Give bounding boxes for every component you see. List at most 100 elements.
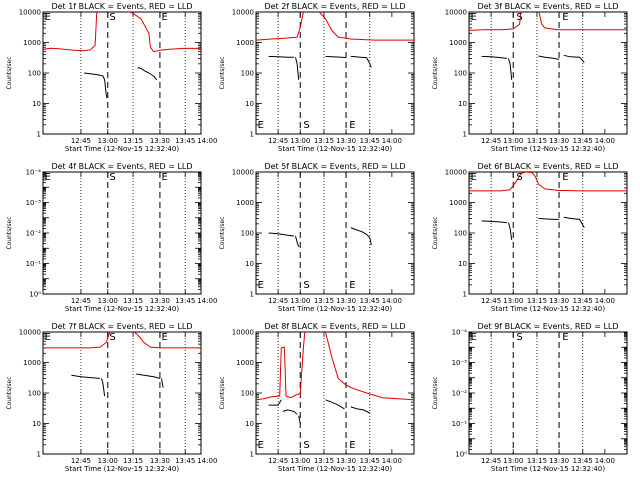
y-tick-label: 1000 xyxy=(236,199,254,207)
y-tick-label: 100 xyxy=(28,390,41,398)
detector-panel: Det 3f BLACK = Events, RED = LLD 1 10 100 10… xyxy=(432,2,628,153)
y-axis-label: Counts/sec xyxy=(6,216,13,249)
plot-frame xyxy=(468,171,628,295)
detector-panel: Det 7f BLACK = Events, RED = LLD 1 10 100 10… xyxy=(6,322,217,473)
event-marker-label: E xyxy=(471,332,477,343)
events-rate-line xyxy=(563,54,585,63)
panel-title: Det 4f BLACK = Events, RED = LLD xyxy=(51,162,192,171)
y-axis-label: Counts/sec xyxy=(6,376,13,409)
event-marker-label: E xyxy=(162,172,168,183)
x-tick-label: 14:00 xyxy=(197,297,217,305)
y-tick-label: 10000 xyxy=(232,9,254,17)
y-tick-label: 100 xyxy=(28,70,41,78)
events-rate-line xyxy=(350,55,372,68)
x-tick-label: 14:00 xyxy=(197,457,217,465)
event-marker-label: S xyxy=(109,332,115,343)
events-rate-line xyxy=(268,399,282,406)
detector-panel: Det 2f BLACK = Events, RED = LLD 1 10 100 10… xyxy=(219,2,415,153)
y-tick-label: 10⁻⁴ xyxy=(452,329,468,337)
y-tick-label: 10⁻³ xyxy=(452,359,468,367)
event-marker-label: E xyxy=(258,440,264,451)
x-tick-label: 13:45 xyxy=(175,457,195,465)
event-marker-label: S xyxy=(516,12,522,23)
x-tick-label: 13:45 xyxy=(573,457,593,465)
x-tick-label: 13:45 xyxy=(573,297,593,305)
y-axis-label: Counts/sec xyxy=(432,56,439,89)
plot-frame xyxy=(42,331,202,455)
event-marker-label: S xyxy=(303,440,309,451)
detector-panel: Det 5f BLACK = Events, RED = LLD 1 10 100 10… xyxy=(219,162,415,313)
y-tick-label: 1 xyxy=(37,131,41,139)
lld-rate-line xyxy=(43,332,201,349)
x-tick-label: 13:15 xyxy=(123,297,143,305)
panel-title: Det 1f BLACK = Events, RED = LLD xyxy=(51,2,192,11)
x-tick-label: 13:30 xyxy=(549,137,569,145)
plot-frame xyxy=(255,171,415,295)
y-tick-label: 100 xyxy=(241,390,254,398)
event-marker-label: E xyxy=(471,172,477,183)
event-marker-label: E xyxy=(562,12,568,23)
x-axis-label: Start Time (12-Nov-15 12:32:40) xyxy=(491,305,605,313)
y-tick-label: 10000 xyxy=(19,329,41,337)
x-tick-label: 14:00 xyxy=(595,457,615,465)
event-marker-label: S xyxy=(109,12,115,23)
events-rate-line xyxy=(137,67,158,81)
panel-title: Det 6f BLACK = Events, RED = LLD xyxy=(477,162,618,171)
event-marker-label: E xyxy=(258,280,264,291)
x-tick-label: 13:30 xyxy=(336,457,356,465)
x-tick-label: 12:45 xyxy=(481,297,501,305)
lld-rate-line xyxy=(469,172,627,192)
y-tick-label: 10 xyxy=(245,420,254,428)
panel-title: Det 2f BLACK = Events, RED = LLD xyxy=(264,2,405,11)
x-tick-label: 13:30 xyxy=(150,137,170,145)
x-axis-label: Start Time (12-Nov-15 12:32:40) xyxy=(278,465,392,473)
x-tick-label: 13:00 xyxy=(290,297,310,305)
x-tick-label: 13:00 xyxy=(98,137,118,145)
y-tick-label: 10⁰ xyxy=(29,291,41,299)
y-tick-label: 10⁻⁴ xyxy=(26,169,42,177)
y-tick-label: 1 xyxy=(463,131,467,139)
x-tick-label: 13:30 xyxy=(150,297,170,305)
x-axis-label: Start Time (12-Nov-15 12:32:40) xyxy=(491,465,605,473)
y-tick-label: 1 xyxy=(250,451,254,459)
x-tick-label: 13:00 xyxy=(503,457,523,465)
x-tick-label: 13:15 xyxy=(314,457,334,465)
panel-title: Det 9f BLACK = Events, RED = LLD xyxy=(477,322,618,331)
events-rate-line xyxy=(350,227,372,246)
y-tick-label: 10⁻¹ xyxy=(26,260,42,268)
events-rate-line xyxy=(508,58,513,80)
y-axis-label: Counts/sec xyxy=(219,56,226,89)
y-tick-label: 10⁻¹ xyxy=(452,420,468,428)
x-tick-label: 13:30 xyxy=(336,137,356,145)
y-tick-label: 100 xyxy=(241,230,254,238)
y-tick-label: 1 xyxy=(250,291,254,299)
x-tick-label: 13:30 xyxy=(549,297,569,305)
x-tick-label: 13:00 xyxy=(290,137,310,145)
event-marker-label: E xyxy=(45,172,51,183)
y-tick-label: 10 xyxy=(245,260,254,268)
event-marker-label: E xyxy=(349,280,355,291)
plot-frame xyxy=(468,331,628,455)
events-rate-line xyxy=(268,55,294,58)
lld-rate-line xyxy=(256,332,414,401)
x-axis-label: Start Time (12-Nov-15 12:32:40) xyxy=(65,305,179,313)
y-tick-label: 10 xyxy=(458,100,467,108)
y-tick-label: 10000 xyxy=(232,169,254,177)
event-marker-label: E xyxy=(562,332,568,343)
event-marker-label: E xyxy=(349,120,355,131)
x-tick-label: 14:00 xyxy=(382,457,402,465)
x-tick-label: 13:15 xyxy=(314,137,334,145)
plot-frame xyxy=(42,11,202,135)
x-tick-label: 14:00 xyxy=(382,137,402,145)
event-marker-label: E xyxy=(258,120,264,131)
x-axis-label: Start Time (12-Nov-15 12:32:40) xyxy=(65,465,179,473)
events-rate-line xyxy=(101,378,106,397)
y-tick-label: 10000 xyxy=(445,9,467,17)
events-rate-line xyxy=(508,222,513,240)
y-tick-label: 10000 xyxy=(232,329,254,337)
x-tick-label: 14:00 xyxy=(595,137,615,145)
y-tick-label: 100 xyxy=(454,230,467,238)
x-tick-label: 13:15 xyxy=(314,297,334,305)
x-tick-label: 13:45 xyxy=(175,137,195,145)
